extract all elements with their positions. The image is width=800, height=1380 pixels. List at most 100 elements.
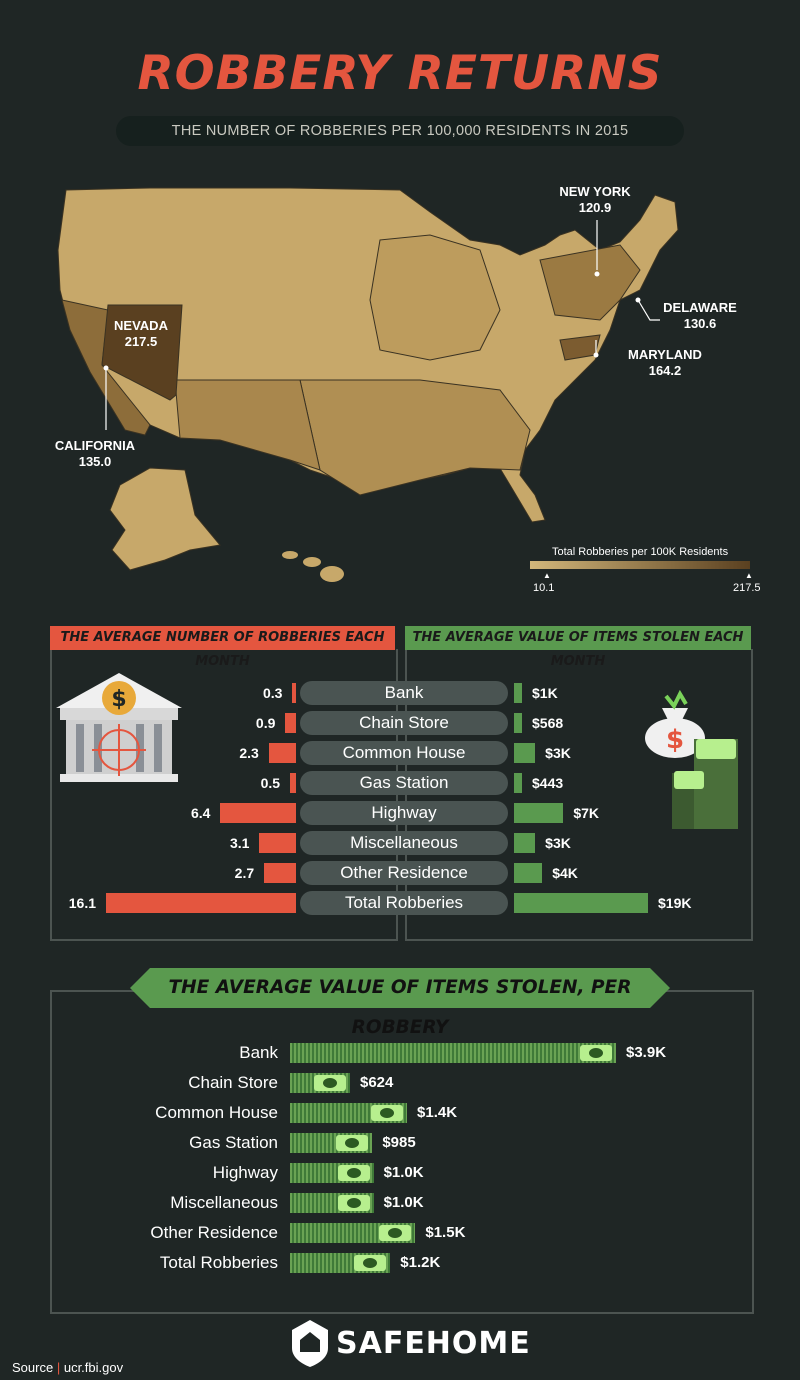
source-line: Source | ucr.fbi.gov bbox=[12, 1360, 123, 1375]
money-bag-neck bbox=[662, 708, 688, 720]
dollar-bill-icon bbox=[354, 1255, 387, 1271]
map-legend-title: Total Robberies per 100K Residents bbox=[552, 546, 729, 558]
robberies-value-label: 2.7 bbox=[234, 865, 255, 881]
source-label: Source bbox=[12, 1360, 54, 1375]
per-robbery-category: Gas Station bbox=[189, 1133, 278, 1152]
per-robbery-value-label: $1.0K bbox=[383, 1194, 424, 1211]
bank-column-2 bbox=[94, 724, 102, 772]
category-pill: Total Robberies bbox=[300, 891, 508, 915]
per-robbery-category: Other Residence bbox=[150, 1223, 278, 1242]
robberies-bar bbox=[285, 713, 296, 733]
callout-maryland: MARYLAND 164.2 bbox=[620, 347, 710, 379]
bank-icon: $ bbox=[54, 668, 184, 783]
callout-dots bbox=[103, 271, 641, 371]
panel-value-box bbox=[405, 649, 753, 941]
callout-california: CALIFORNIA 135.0 bbox=[40, 438, 150, 470]
us-choropleth-map bbox=[57, 187, 679, 582]
per-robbery-value-label: $3.9K bbox=[626, 1044, 667, 1061]
money-bag-body bbox=[645, 718, 705, 758]
category-pill: Gas Station bbox=[300, 771, 508, 795]
category-pill: Chain Store bbox=[300, 711, 508, 735]
banner-shape bbox=[130, 968, 670, 1008]
per-robbery-category: Total Robberies bbox=[159, 1253, 278, 1272]
value-stolen-bar bbox=[514, 803, 564, 823]
value-stolen-label: $7K bbox=[573, 805, 600, 821]
callout-dot-ny bbox=[594, 271, 600, 277]
robberies-value-label: 3.1 bbox=[229, 835, 250, 851]
robberies-value-label: 2.3 bbox=[239, 745, 259, 761]
callout-maryland-value: 164.2 bbox=[648, 363, 682, 378]
alaska bbox=[109, 467, 221, 571]
dollar-bill-icon bbox=[314, 1075, 346, 1091]
bank-column-3 bbox=[136, 724, 144, 772]
bank-base bbox=[60, 774, 178, 782]
map-region-south bbox=[299, 379, 531, 496]
source-separator: | bbox=[56, 1360, 61, 1375]
value-stolen-bar bbox=[514, 893, 648, 913]
callout-nevada-value: 217.5 bbox=[124, 334, 158, 349]
robberies-bar bbox=[220, 803, 296, 823]
safehome-shield-icon bbox=[292, 1320, 328, 1367]
callout-maryland-state: MARYLAND bbox=[628, 347, 702, 362]
bank-coin bbox=[102, 681, 136, 715]
callout-delaware-state: DELAWARE bbox=[663, 300, 737, 315]
per-robbery-category: Common House bbox=[155, 1103, 278, 1122]
hawaii bbox=[282, 551, 344, 582]
robberies-bar bbox=[106, 893, 296, 913]
dollar-bill-icon bbox=[337, 1165, 370, 1181]
map-legend-min: 10.1 bbox=[533, 582, 555, 594]
bank-column-1 bbox=[76, 724, 84, 772]
panel-per-robbery-header: THE AVERAGE VALUE OF ITEMS STOLEN, PER R… bbox=[168, 977, 632, 1038]
panel-robberies-box bbox=[50, 649, 398, 941]
safehome-house bbox=[300, 1332, 320, 1352]
per-robbery-value-label: $1.0K bbox=[383, 1164, 424, 1181]
legend-max-marker: ▲ bbox=[745, 571, 753, 580]
map-legend-max: 217.5 bbox=[733, 582, 761, 594]
robberies-value-label: 16.1 bbox=[68, 895, 96, 911]
legend-min-marker: ▲ bbox=[543, 571, 551, 580]
robberies-bar bbox=[290, 773, 296, 793]
value-stolen-label: $443 bbox=[532, 775, 564, 791]
map-alaska bbox=[109, 467, 221, 571]
category-pill: Miscellaneous bbox=[300, 831, 508, 855]
cash-bill-left bbox=[674, 771, 704, 789]
callout-new-york: NEW YORK 120.9 bbox=[545, 184, 645, 216]
value-stolen-bar bbox=[514, 773, 522, 793]
per-robbery-value-label: $1.4K bbox=[417, 1104, 458, 1121]
per-robbery-category: Bank bbox=[239, 1043, 278, 1062]
robberies-bar bbox=[259, 833, 296, 853]
callout-lines bbox=[105, 220, 660, 430]
callout-nevada: NEVADA 217.5 bbox=[106, 318, 176, 350]
infographic-subtitle: THE NUMBER OF ROBBERIES PER 100,000 RESI… bbox=[116, 116, 684, 146]
value-stolen-bar bbox=[514, 683, 522, 703]
per-robbery-category: Miscellaneous bbox=[170, 1193, 278, 1212]
map-hawaii-2 bbox=[303, 557, 321, 567]
callout-california-state: CALIFORNIA bbox=[54, 438, 136, 453]
category-pill: Bank bbox=[300, 681, 508, 705]
money-bag-glyph: $ bbox=[666, 725, 684, 755]
callout-new-york-state: NEW YORK bbox=[559, 184, 631, 199]
per-robbery-category: Chain Store bbox=[188, 1073, 278, 1092]
robberies-value-label: 0.3 bbox=[262, 685, 283, 701]
value-stolen-label: $3K bbox=[545, 745, 571, 761]
category-pill: Other Residence bbox=[300, 861, 508, 885]
per-robbery-value-label: $1.2K bbox=[400, 1254, 441, 1271]
money-bag-bills bbox=[664, 689, 688, 710]
panel-per-robbery-banner bbox=[130, 968, 670, 1008]
callout-new-york-value: 120.9 bbox=[578, 200, 612, 215]
contiguous-us bbox=[57, 187, 679, 523]
value-stolen-label: $19K bbox=[658, 895, 692, 911]
map-hawaii-3 bbox=[320, 566, 344, 582]
callout-delaware-value: 130.6 bbox=[683, 316, 717, 331]
robberies-value-label: 0.5 bbox=[260, 775, 281, 791]
map-legend-gradient bbox=[530, 561, 750, 569]
dollar-bill-icon bbox=[580, 1045, 612, 1061]
per-robbery-value-label: $624 bbox=[360, 1074, 394, 1091]
value-stolen-bar bbox=[514, 863, 543, 883]
bank-coin-glyph: $ bbox=[111, 687, 126, 712]
safehome-brand: SAFEHOME bbox=[336, 1326, 531, 1361]
per-robbery-bar bbox=[290, 1043, 616, 1063]
callout-delaware: DELAWARE 130.6 bbox=[655, 300, 745, 332]
dollar-bill-icon bbox=[337, 1195, 370, 1211]
per-robbery-value-label: $1.5K bbox=[425, 1224, 466, 1241]
